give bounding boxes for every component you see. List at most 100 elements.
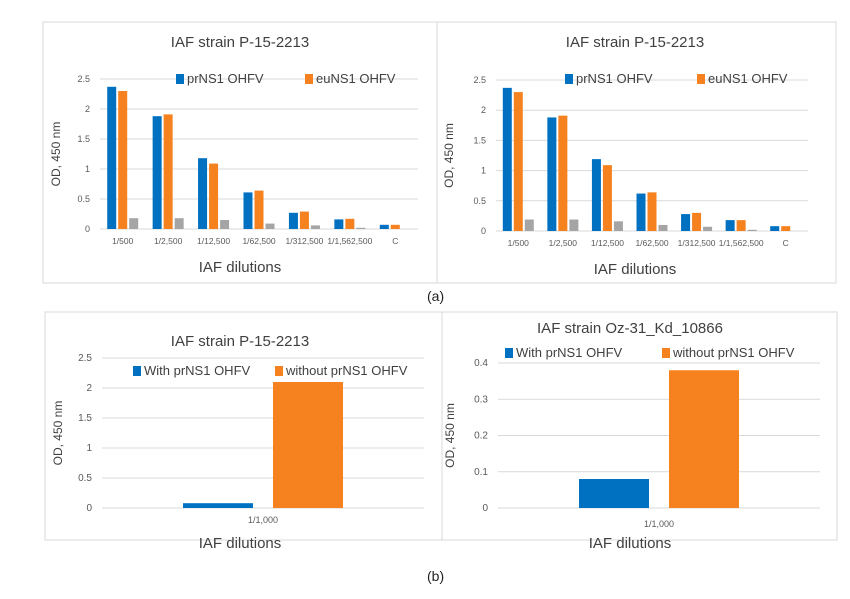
chart-title: IAF strain Oz-31_Kd_10866	[537, 320, 723, 337]
y-tick-label: 1	[86, 443, 92, 454]
bar-prns1-ohfv	[334, 219, 344, 229]
bar-prns1-ohfv	[288, 212, 298, 229]
y-tick-label: 2	[481, 105, 486, 115]
bar-euns1-ohfv	[345, 218, 355, 229]
bar-prns1-ohfv	[547, 117, 557, 231]
legend-label: euNS1 OHFV	[316, 71, 396, 86]
bar-series-3	[613, 221, 623, 231]
y-axis-label: OD, 450 nm	[442, 123, 456, 188]
legend-swatch	[176, 74, 184, 84]
x-axis-label: IAF dilutions	[199, 535, 282, 552]
bar-series-3	[174, 218, 184, 229]
legend-swatch	[275, 366, 283, 376]
x-tick-label: 1/12,500	[591, 238, 624, 248]
y-tick-label: 0.2	[474, 431, 488, 442]
y-tick-label: 2.5	[78, 353, 92, 364]
x-axis-label: IAF dilutions	[199, 259, 282, 276]
x-tick-label: 1/312,500	[286, 236, 324, 246]
legend-swatch	[662, 348, 670, 358]
y-tick-label: 1.5	[77, 134, 90, 144]
x-tick-label: 1/2,500	[154, 236, 183, 246]
bar-euns1-ohfv	[736, 220, 746, 231]
bar-euns1-ohfv	[781, 226, 791, 231]
y-tick-label: 0	[481, 226, 486, 236]
bar-series-3	[569, 219, 579, 231]
legend-label: euNS1 OHFV	[708, 71, 788, 86]
bar-series-3	[265, 223, 275, 229]
legend-swatch	[565, 74, 573, 84]
y-tick-label: 0	[482, 503, 488, 514]
bar-euns1-ohfv	[254, 190, 264, 229]
bar-euns1-ohfv	[513, 92, 523, 231]
x-tick-label: C	[783, 238, 789, 248]
y-tick-label: 2.5	[473, 75, 486, 85]
bar-euns1-ohfv	[299, 211, 309, 229]
panel-a-frame	[42, 21, 837, 284]
y-tick-label: 0.3	[474, 394, 488, 405]
y-tick-label: 2.5	[77, 74, 90, 84]
y-tick-label: 0	[86, 503, 92, 514]
bar-prns1-ohfv	[379, 224, 389, 229]
legend-swatch	[505, 348, 513, 358]
bar-euns1-ohfv	[118, 91, 128, 229]
bar-prns1-ohfv	[591, 159, 601, 231]
legend-swatch	[697, 74, 705, 84]
bar-prns1-ohfv	[198, 158, 208, 229]
bar-series-3	[747, 229, 757, 231]
y-tick-label: 2	[86, 383, 92, 394]
chart-title: IAF strain P-15-2213	[171, 34, 309, 51]
legend-label: With prNS1 OHFV	[516, 345, 623, 360]
x-tick-label: 1/1,562,500	[719, 238, 764, 248]
x-tick-label: 1/500	[112, 236, 134, 246]
bar-with-prns1-ohfv	[183, 503, 253, 508]
bar-prns1-ohfv	[502, 87, 512, 232]
x-tick-label: 1/500	[508, 238, 530, 248]
y-tick-label: 1	[481, 166, 486, 176]
y-tick-label: 1	[85, 164, 90, 174]
bar-euns1-ohfv	[390, 224, 400, 229]
bar-prns1-ohfv	[770, 226, 780, 231]
x-tick-label: 1/1,000	[248, 515, 278, 525]
bar-series-3	[703, 226, 713, 231]
bar-prns1-ohfv	[725, 220, 735, 231]
x-axis-label: IAF dilutions	[589, 535, 672, 552]
bar-without-prns1-ohfv	[669, 370, 739, 508]
legend-label: prNS1 OHFV	[576, 71, 653, 86]
legend-label: without prNS1 OHFV	[672, 345, 795, 360]
bar-series-3	[310, 225, 320, 229]
legend-swatch	[133, 366, 141, 376]
bar-euns1-ohfv	[602, 165, 612, 231]
y-axis-label: OD, 450 nm	[49, 122, 63, 187]
bar-euns1-ohfv	[163, 114, 173, 229]
bar-euns1-ohfv	[558, 115, 568, 231]
bar-series-3	[658, 224, 668, 231]
x-tick-label: 1/1,562,500	[327, 236, 372, 246]
legend-swatch	[305, 74, 313, 84]
x-tick-label: 1/312,500	[678, 238, 716, 248]
bar-prns1-ohfv	[636, 193, 646, 231]
x-axis-label: IAF dilutions	[594, 261, 677, 278]
bar-series-3	[524, 219, 534, 231]
x-tick-label: 1/62,500	[635, 238, 668, 248]
bar-euns1-ohfv	[692, 212, 702, 231]
bar-series-3	[220, 220, 230, 229]
x-tick-label: C	[392, 236, 398, 246]
bar-without-prns1-ohfv	[273, 382, 343, 508]
bar-with-prns1-ohfv	[579, 479, 649, 508]
y-tick-label: 0.5	[78, 473, 92, 484]
x-tick-label: 1/62,500	[242, 236, 275, 246]
bar-series-3	[356, 227, 366, 229]
y-tick-label: 1.5	[78, 413, 92, 424]
y-axis-label: OD, 450 nm	[443, 403, 457, 468]
x-tick-label: 1/12,500	[197, 236, 230, 246]
y-tick-label: 0.5	[77, 194, 90, 204]
y-axis-label: OD, 450 nm	[51, 401, 65, 466]
y-tick-label: 0.4	[474, 358, 488, 369]
legend-label: With prNS1 OHFV	[144, 363, 251, 378]
panel-label-a: (a)	[427, 288, 445, 304]
bar-euns1-ohfv	[647, 192, 657, 231]
bar-euns1-ohfv	[209, 163, 219, 229]
bar-prns1-ohfv	[152, 116, 162, 229]
legend-label: prNS1 OHFV	[187, 71, 264, 86]
y-tick-label: 0	[85, 224, 90, 234]
